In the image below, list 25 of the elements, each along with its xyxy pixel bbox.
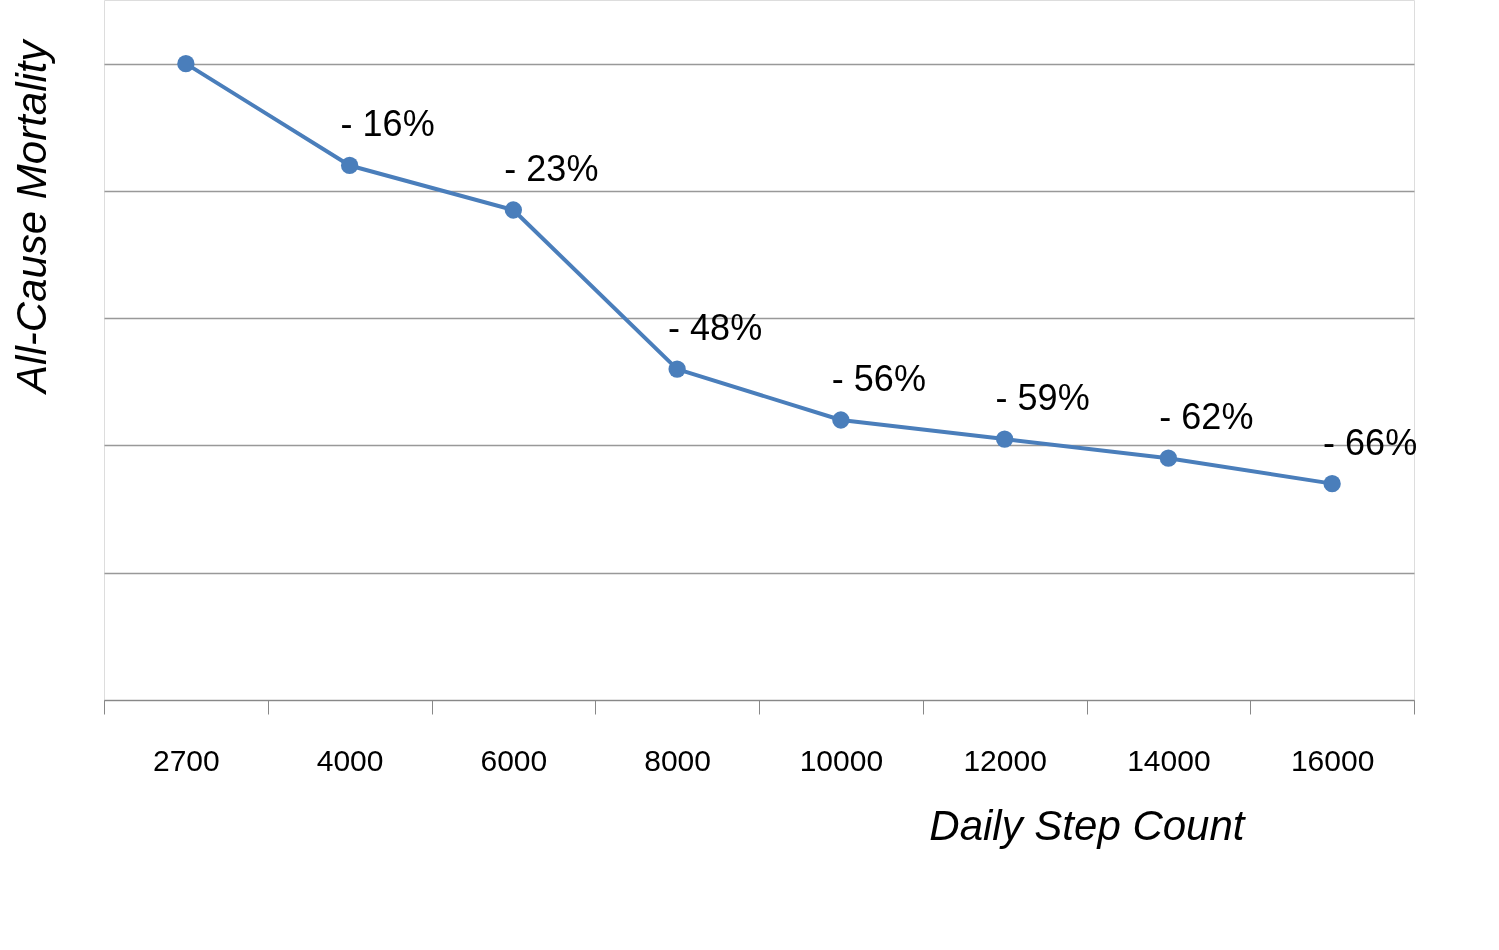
data-label: - 23% [504,148,599,189]
data-label: - 48% [668,307,763,349]
data-label: - 16% [340,103,435,145]
point [668,360,686,378]
x-tick-label: 12000 [963,743,1047,777]
point [1159,449,1178,467]
point [504,201,523,219]
x-tick-label: 14000 [1127,743,1211,777]
x-tick-label: 16000 [1290,743,1375,777]
point [995,430,1014,448]
y-axis-title: All-Cause Mortality [7,37,55,396]
x-tick-label: 2700 [153,743,220,777]
data-label: - 59% [995,377,1090,419]
point [832,411,850,429]
point [1323,474,1341,493]
x-tick-label: 6000 [480,743,548,777]
point [340,156,359,175]
x-tick-label: 4000 [316,743,384,777]
x-tick-label: 10000 [799,743,884,777]
x-tick-label: 8000 [644,743,711,777]
data-label: - 56% [831,358,926,399]
point [177,54,195,73]
data-label: - 62% [1159,396,1254,438]
data-label: - 66% [1323,421,1418,463]
x-axis-title: Daily Step Count [929,801,1247,849]
